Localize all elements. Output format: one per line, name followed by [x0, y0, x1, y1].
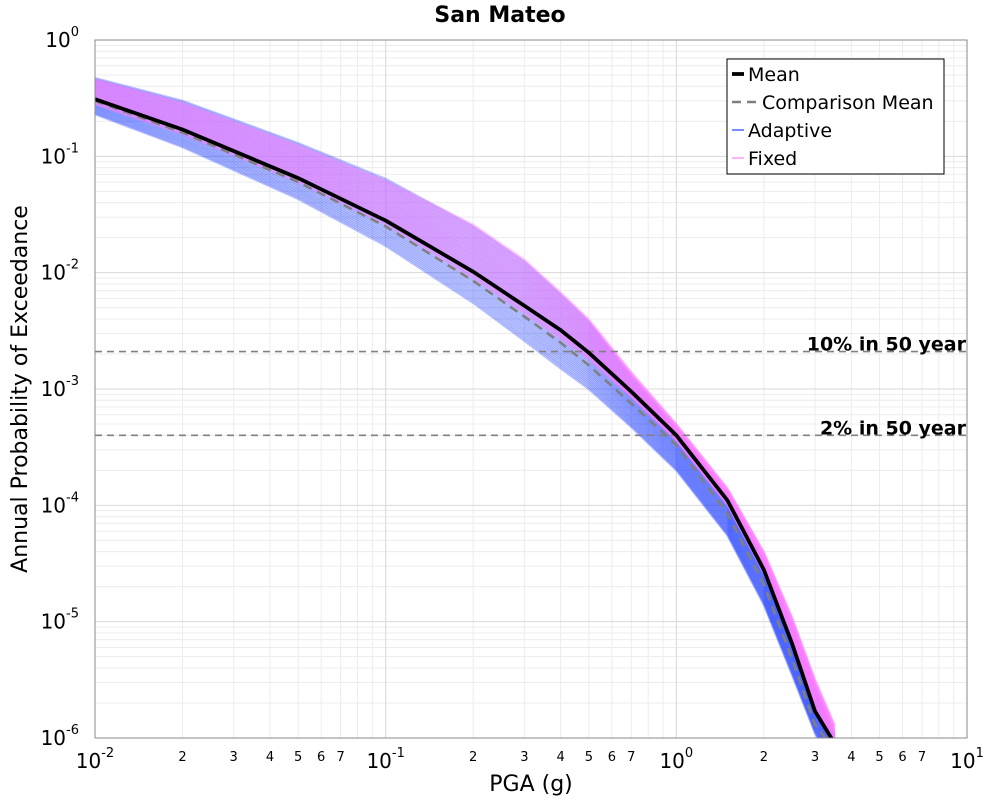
x-minor-tick-label: 5	[875, 750, 883, 765]
x-minor-tick-label: 5	[585, 750, 593, 765]
legend-box	[726, 58, 945, 175]
band-curve	[95, 94, 835, 738]
series-comparison-mean	[95, 99, 828, 738]
x-minor-tick-label: 3	[230, 750, 238, 765]
legend-label: Comparison Mean	[762, 92, 934, 114]
band-curve	[95, 83, 836, 731]
band-curve	[95, 79, 836, 727]
x-tick-label: 10-1	[366, 746, 404, 773]
band-curve	[95, 110, 821, 738]
x-minor-tick-label: 7	[918, 750, 926, 765]
band-curve	[95, 80, 836, 738]
x-minor-tick-label: 2	[760, 750, 768, 765]
plot-frame	[94, 39, 968, 739]
x-minor-tick-label: 7	[627, 750, 635, 765]
legend-label: Fixed	[748, 148, 797, 170]
band-curve	[95, 78, 836, 726]
band-curve	[95, 82, 836, 730]
y-tick-label: 100	[45, 25, 79, 52]
reference-lines	[95, 350, 967, 437]
band-curve	[95, 79, 836, 736]
band-curve	[95, 84, 836, 731]
legend: Mean Comparison Mean Adaptive Fixed	[726, 58, 945, 175]
band-curve	[95, 92, 836, 738]
mean-lines	[95, 97, 834, 738]
band-curve	[95, 84, 835, 738]
band-curve	[95, 95, 834, 738]
x-minor-tick-label: 4	[266, 750, 274, 765]
y-tick-label: 10-4	[41, 490, 79, 517]
band-curve	[95, 89, 836, 737]
x-minor-tick-label: 4	[557, 750, 565, 765]
band-curve	[95, 113, 819, 738]
band-curve	[95, 105, 824, 738]
band-curve	[95, 78, 836, 735]
band-curve	[95, 104, 824, 738]
band-curve	[95, 112, 820, 738]
y-tick-label: 10-6	[41, 723, 79, 750]
x-minor-tick-label: 5	[294, 750, 302, 765]
grid	[94, 39, 968, 739]
reference-label: 2% in 50 year	[820, 417, 967, 439]
x-minor-tick-label: 2	[469, 750, 477, 765]
legend-label: Adaptive	[748, 120, 832, 142]
x-minor-tick-label: 7	[337, 750, 345, 765]
x-tick-label: 101	[950, 746, 984, 773]
band-curve	[95, 91, 836, 738]
band-curve	[95, 81, 836, 738]
band-curve	[95, 96, 829, 738]
band-curve	[95, 87, 836, 734]
reference-label: 10% in 50 year	[807, 334, 967, 356]
band-curve	[95, 108, 822, 738]
series-mean	[95, 97, 834, 738]
x-minor-tick-label: 3	[811, 750, 819, 765]
band-curve	[95, 111, 820, 738]
band-curve	[95, 78, 836, 726]
band-curve	[95, 83, 835, 738]
band-curve	[95, 95, 835, 738]
y-tick-label: 10-3	[41, 374, 79, 401]
band-curve	[95, 103, 825, 738]
band-curve	[95, 85, 836, 733]
band-curve	[95, 87, 836, 735]
x-tick-label: 10-2	[76, 746, 114, 773]
reference-labels: 10% in 50 year 2% in 50 year	[807, 334, 967, 440]
band-curve	[95, 97, 828, 738]
x-axis-label: PGA (g)	[489, 772, 573, 797]
band-curve	[95, 95, 829, 738]
band-curve	[95, 82, 836, 738]
band-curve	[95, 98, 828, 738]
band-curve	[95, 90, 836, 738]
band-curve	[95, 86, 836, 734]
x-tick-label: 100	[659, 746, 693, 773]
x-minor-tick-label: 6	[608, 750, 616, 765]
band-curve	[95, 81, 836, 729]
y-tick-label: 10-1	[41, 141, 79, 168]
x-minor-tick-label: 6	[898, 750, 906, 765]
y-tick-label: 10-2	[41, 258, 79, 285]
x-minor-tick-label: 6	[317, 750, 325, 765]
band-curve	[95, 80, 836, 728]
band-curve	[95, 77, 836, 734]
x-minor-tick-label: 4	[847, 750, 855, 765]
band-curve	[95, 107, 822, 738]
band-curve	[95, 88, 836, 736]
y-tick-label: 10-5	[41, 607, 79, 634]
band-curve	[95, 96, 834, 738]
band-curve	[95, 81, 836, 729]
y-axis-label: Annual Probability of Exceedance	[8, 205, 33, 573]
x-minor-tick-label: 2	[178, 750, 186, 765]
x-minor-tick-label: 3	[520, 750, 528, 765]
band-curve	[95, 84, 836, 732]
band-curve	[95, 106, 823, 738]
legend-label: Mean	[748, 64, 800, 86]
y-axis-ticks: 100 10-1 10-2 10-3 10-4 10-5 10-6	[41, 25, 79, 750]
band-curve	[95, 92, 836, 738]
band-curve	[95, 89, 836, 737]
chart-title: San Mateo	[434, 3, 565, 28]
band-curve	[95, 93, 835, 738]
